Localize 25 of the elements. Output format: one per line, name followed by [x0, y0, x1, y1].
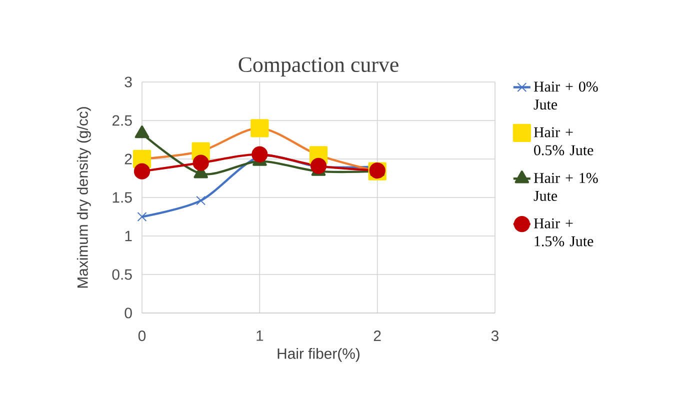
point: [134, 126, 150, 138]
legend-label: Hair + 1% Jute: [534, 172, 598, 201]
x-tick-label: 0: [138, 330, 146, 342]
y-tick-label: 3: [124, 76, 132, 88]
y-tick-label: 2: [124, 154, 132, 164]
x-tick-label: 3: [491, 330, 499, 342]
point: [134, 163, 150, 180]
x-tick-label: 2: [374, 330, 381, 341]
y-tick-label: 2.5: [112, 115, 132, 126]
point: [137, 212, 147, 222]
x-tick-label: 1: [256, 330, 264, 341]
point: [192, 154, 209, 171]
chart-title: Compaction curve: [238, 57, 398, 77]
y-axis-title: Maximum dry density (g/cc): [76, 107, 91, 288]
y-tick-label: 0.5: [112, 269, 132, 280]
y-tick-label: 1.5: [112, 192, 132, 203]
y-tick-label: 1: [125, 230, 132, 242]
point: [310, 158, 327, 174]
legend-label: Hair + 0% Jute: [534, 82, 598, 110]
legend-label: Hair + 1.5% Jute: [534, 218, 594, 246]
point: [252, 146, 268, 162]
x-axis-title: Hair fiber(%): [278, 348, 360, 362]
point: [196, 196, 206, 206]
legend-label: Hair + 0.5% Jute: [534, 127, 594, 156]
y-tick-label: 0: [124, 308, 132, 318]
